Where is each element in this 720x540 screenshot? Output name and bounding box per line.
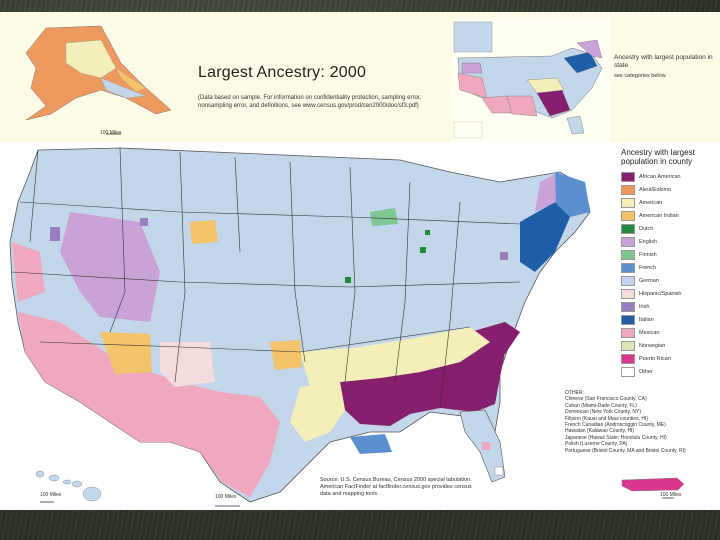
other-line: Filipino (Kauai and Maui counties, HI) bbox=[565, 415, 649, 422]
legend-swatch bbox=[621, 223, 635, 234]
county-legend: Ancestry with largest population in coun… bbox=[621, 148, 718, 378]
other-line: Polish (Luzerne County, PA) bbox=[565, 441, 628, 448]
other-line: Portuguese (Bristol County, MA and Brist… bbox=[565, 447, 686, 454]
region-new-england-english bbox=[535, 174, 556, 212]
legend-swatch bbox=[621, 236, 635, 247]
other-ancestry-list: OTHER: Chinese (San Francisco County, CA… bbox=[565, 390, 720, 454]
legend-item: Aleut/Eskimo bbox=[621, 183, 718, 196]
legend-label: German bbox=[639, 277, 659, 284]
title-block: Largest Ancestry: 2000 (Data based on sa… bbox=[198, 64, 498, 110]
legend-item: Puerto Rican bbox=[621, 352, 718, 365]
legend-label: Finnish bbox=[639, 251, 657, 258]
hawaii-inset-map bbox=[35, 470, 102, 503]
region-louisiana-french bbox=[350, 434, 392, 454]
region-irish-counties bbox=[50, 218, 508, 260]
legend-item: American bbox=[621, 196, 718, 209]
legend-item: English bbox=[621, 235, 718, 248]
map-slide: 100 Miles Largest Ancestry: 2000 (Data b… bbox=[0, 12, 720, 510]
main-scale-label: 100 Miles bbox=[215, 494, 237, 500]
legend-swatch bbox=[621, 275, 635, 286]
alaska-scale-label: 100 Miles bbox=[100, 130, 122, 136]
legend-swatch bbox=[621, 327, 635, 338]
legend-item: American Indian bbox=[621, 209, 718, 222]
legend-item: Other bbox=[621, 365, 718, 378]
legend-item: Irish bbox=[621, 300, 718, 313]
other-line: Hawaiian (Kalawao County, HI) bbox=[565, 428, 635, 435]
legend-label: Hispanic/Spanish bbox=[639, 290, 682, 297]
other-heading: OTHER: bbox=[565, 390, 584, 396]
legend-label: French bbox=[639, 264, 657, 271]
legend-label: Other bbox=[639, 368, 653, 375]
legend-swatch bbox=[621, 249, 635, 260]
puerto-rico-inset-map bbox=[621, 477, 685, 499]
region-southwest-mexican bbox=[12, 242, 280, 497]
legend-label: Puerto Rican bbox=[639, 355, 671, 362]
state-borders bbox=[11, 147, 521, 409]
legend-item: German bbox=[621, 274, 718, 287]
state-legend: Ancestry with largest population in stat… bbox=[614, 54, 718, 80]
legend-label: American Indian bbox=[639, 212, 679, 219]
region-new-mexico-hispanic bbox=[160, 342, 215, 387]
region-florida bbox=[459, 409, 506, 483]
region-south-american bbox=[290, 327, 490, 442]
map-title: Largest Ancestry: 2000 bbox=[198, 64, 367, 81]
legend-label: American bbox=[639, 199, 663, 206]
legend-swatch bbox=[621, 314, 635, 325]
other-line: Japanese (Hawaii State; Honolulu County,… bbox=[565, 434, 667, 441]
legend-label: Irish bbox=[639, 303, 650, 310]
county-legend-title: Ancestry with largest population in coun… bbox=[621, 148, 695, 166]
county-legend-items: African American Aleut/Eskimo American Amer… bbox=[621, 170, 718, 378]
legend-item: Mexican bbox=[621, 326, 718, 339]
legend-item: Dutch bbox=[621, 222, 718, 235]
legend-item: Hispanic/Spanish bbox=[621, 287, 718, 300]
region-northeast-italian bbox=[520, 202, 570, 272]
source-note: Source: U.S. Census Bureau, Census 2000 … bbox=[320, 477, 472, 497]
alaska-inset-map bbox=[6, 18, 186, 142]
region-arizona-american-indian bbox=[100, 220, 302, 374]
region-utah-english bbox=[60, 212, 160, 322]
state-legend-subtitle: see categories below bbox=[614, 73, 666, 79]
legend-label: Norwegian bbox=[639, 342, 666, 349]
legend-item: African American bbox=[621, 170, 718, 183]
legend-swatch bbox=[621, 210, 635, 221]
legend-swatch bbox=[621, 262, 635, 273]
legend-label: Mexican bbox=[639, 329, 660, 336]
legend-swatch bbox=[621, 353, 635, 364]
region-new-england-french bbox=[555, 172, 590, 217]
legend-swatch bbox=[621, 366, 635, 377]
legend-swatch bbox=[621, 197, 635, 208]
legend-label: Italian bbox=[639, 316, 654, 323]
puerto-rico-scale-label: 100 Miles bbox=[660, 492, 682, 498]
main-county-map bbox=[0, 142, 720, 510]
region-dutch-counties bbox=[345, 230, 430, 283]
other-line: French Canadian (Androscoggin County, ME… bbox=[565, 422, 666, 429]
legend-swatch bbox=[621, 184, 635, 195]
legend-label: Dutch bbox=[639, 225, 654, 232]
legend-item: French bbox=[621, 261, 718, 274]
state-legend-title: Ancestry with largest population in stat… bbox=[614, 54, 713, 69]
legend-item: Finnish bbox=[621, 248, 718, 261]
legend-item: Italian bbox=[621, 313, 718, 326]
legend-label: African American bbox=[639, 173, 681, 180]
region-upper-midwest-finnish bbox=[370, 208, 398, 226]
hawaii-scale-label: 100 Miles bbox=[40, 492, 62, 498]
map-note: (Data based on sample. For information o… bbox=[198, 95, 422, 109]
legend-label: English bbox=[639, 238, 658, 245]
other-line: Dominican (New York County, NY) bbox=[565, 409, 642, 416]
other-line: Chinese (San Francisco County, CA) bbox=[565, 396, 647, 403]
legend-swatch bbox=[621, 340, 635, 351]
state-inset-map bbox=[452, 18, 610, 142]
other-lines: Chinese (San Francisco County, CA) Cuban … bbox=[565, 396, 720, 454]
legend-swatch bbox=[621, 301, 635, 312]
legend-swatch bbox=[621, 288, 635, 299]
legend-label: Aleut/Eskimo bbox=[639, 186, 672, 193]
other-line: Cuban (Miami-Dade County, FL) bbox=[565, 402, 637, 409]
legend-item: Norwegian bbox=[621, 339, 718, 352]
legend-swatch bbox=[621, 171, 635, 182]
